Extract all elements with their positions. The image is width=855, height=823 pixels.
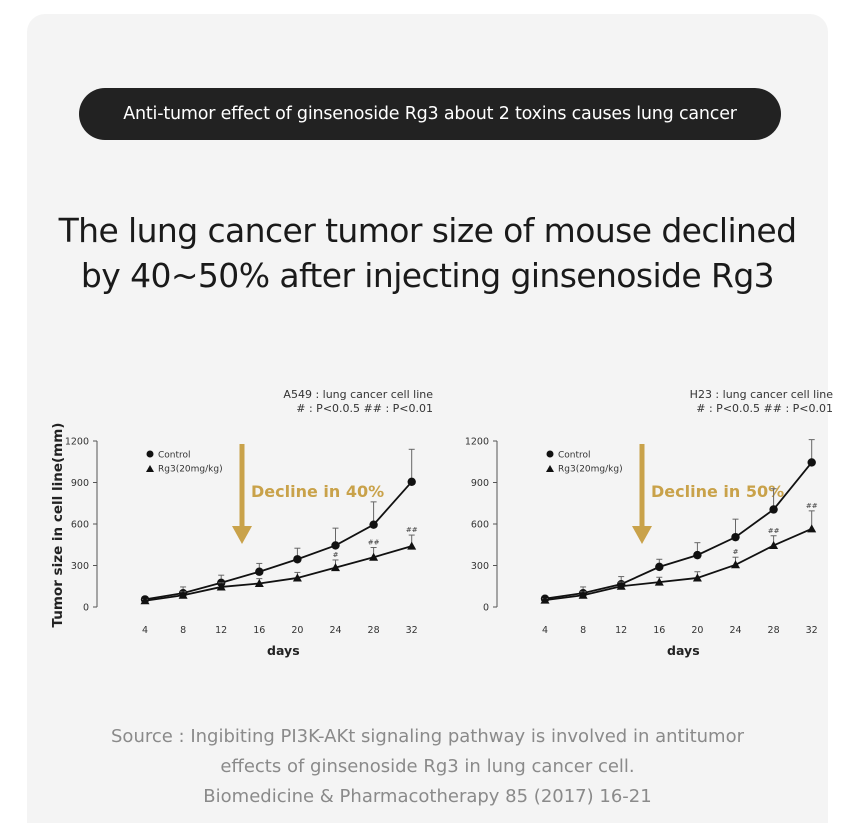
x-tick-label: 12	[615, 625, 627, 636]
significance-mark: ##	[768, 527, 780, 535]
data-point-rg3	[769, 540, 779, 549]
content-card	[27, 14, 828, 823]
y-tick-label: 900	[71, 478, 89, 489]
data-point-rg3	[578, 590, 588, 599]
x-tick-label: 32	[806, 625, 818, 636]
y-tick-label: 0	[83, 603, 89, 614]
source-line-1: Source : Ingibiting PI3K-AKt signaling p…	[111, 726, 744, 747]
y-tick-label: 900	[471, 478, 489, 489]
data-point-control	[807, 458, 816, 467]
data-point-control	[369, 520, 378, 529]
data-point-control	[407, 477, 416, 487]
data-point-control	[693, 550, 702, 560]
data-point-rg3	[807, 524, 817, 533]
data-point-control	[331, 541, 340, 550]
significance-mark: #	[333, 551, 339, 559]
significance-mark: ##	[368, 539, 380, 547]
legend-marker-control	[146, 450, 154, 458]
significance-mark: ##	[406, 526, 418, 534]
source-citation: Source : Ingibiting PI3K-AKt signaling p…	[27, 722, 828, 812]
data-point-rg3	[140, 596, 150, 605]
data-point-rg3	[407, 541, 417, 550]
x-tick-label: 8	[580, 625, 586, 636]
source-line-3: Biomedicine & Pharmacotherapy 85 (2017) …	[203, 786, 652, 807]
data-point-rg3	[254, 578, 264, 587]
x-tick-label: 20	[291, 625, 303, 636]
chart-a549: A549 : lung cancer cell line# : P<0.0.5 …	[50, 388, 433, 658]
decline-arrow-shaft	[239, 444, 245, 529]
data-point-rg3	[369, 552, 379, 561]
data-point-rg3	[292, 573, 302, 582]
data-point-rg3	[331, 563, 340, 572]
data-point-rg3	[178, 590, 188, 599]
data-point-control	[731, 532, 740, 542]
legend-marker-rg3	[546, 465, 554, 472]
x-tick-label: 28	[768, 625, 780, 636]
y-axis-label: Tumor size in cell line(mm)	[50, 423, 66, 628]
note-line-1: A549 : lung cancer cell line	[283, 388, 433, 401]
legend-label-rg3: Rg3(20mg/kg)	[558, 465, 623, 475]
data-point-rg3	[540, 595, 550, 604]
x-tick-label: 24	[729, 625, 741, 636]
series-line-rg3	[144, 545, 412, 602]
significance-mark: ##	[806, 502, 818, 510]
x-axis-label: days	[267, 643, 300, 658]
y-tick-label: 600	[471, 520, 489, 531]
x-tick-label: 24	[329, 625, 341, 636]
y-tick-label: 1200	[65, 437, 89, 448]
legend-label-control: Control	[158, 451, 191, 461]
decline-callout: Decline in 40%	[251, 482, 384, 501]
x-tick-label: 20	[691, 625, 703, 636]
series-line-control	[544, 461, 813, 600]
data-point-control	[769, 505, 778, 514]
chart-h23: H23 : lung cancer cell line# : P<0.0.5 #…	[465, 388, 834, 658]
banner-pill: Anti-tumor effect of ginsenoside Rg3 abo…	[79, 88, 781, 140]
x-tick-label: 4	[542, 625, 548, 636]
data-point-control	[255, 567, 264, 576]
x-tick-label: 16	[653, 625, 665, 636]
series-line-rg3	[544, 528, 813, 601]
y-tick-label: 0	[483, 603, 489, 614]
headline-line-2: by 40~50% after injecting ginsenoside Rg…	[80, 256, 775, 295]
headline-line-1: The lung cancer tumor size of mouse decl…	[58, 211, 797, 250]
legend-marker-control	[546, 450, 554, 458]
legend-label-control: Control	[558, 451, 591, 461]
y-tick-label: 300	[71, 561, 89, 572]
decline-arrow-shaft	[639, 444, 645, 529]
data-point-rg3	[731, 560, 740, 569]
x-tick-label: 8	[180, 625, 186, 636]
decline-arrow-head	[232, 526, 252, 544]
data-point-rg3	[616, 581, 626, 590]
headline: The lung cancer tumor size of mouse decl…	[27, 208, 828, 298]
significance-mark: #	[733, 548, 739, 556]
data-point-rg3	[654, 577, 664, 586]
note-line-2: # : P<0.0.5 ## : P<0.01	[696, 402, 833, 415]
decline-callout: Decline in 50%	[651, 482, 784, 501]
source-line-2: effects of ginsenoside Rg3 in lung cance…	[220, 756, 635, 777]
y-tick-label: 300	[471, 561, 489, 572]
x-tick-label: 16	[253, 625, 265, 636]
x-tick-label: 12	[215, 625, 227, 636]
series-line-control	[144, 481, 413, 601]
decline-arrow-head	[632, 526, 652, 544]
y-tick-label: 1200	[465, 437, 489, 448]
x-tick-label: 4	[142, 625, 148, 636]
data-point-control	[293, 555, 302, 564]
data-point-control	[655, 562, 664, 572]
data-point-rg3	[216, 582, 226, 591]
data-point-rg3	[692, 573, 702, 582]
x-tick-label: 32	[406, 625, 418, 636]
note-line-2: # : P<0.0.5 ## : P<0.01	[296, 402, 433, 415]
x-axis-label: days	[667, 643, 700, 658]
legend-label-rg3: Rg3(20mg/kg)	[158, 465, 223, 475]
legend-marker-rg3	[146, 465, 154, 472]
x-tick-label: 28	[368, 625, 380, 636]
note-line-1: H23 : lung cancer cell line	[690, 388, 834, 401]
y-tick-label: 600	[71, 520, 89, 531]
